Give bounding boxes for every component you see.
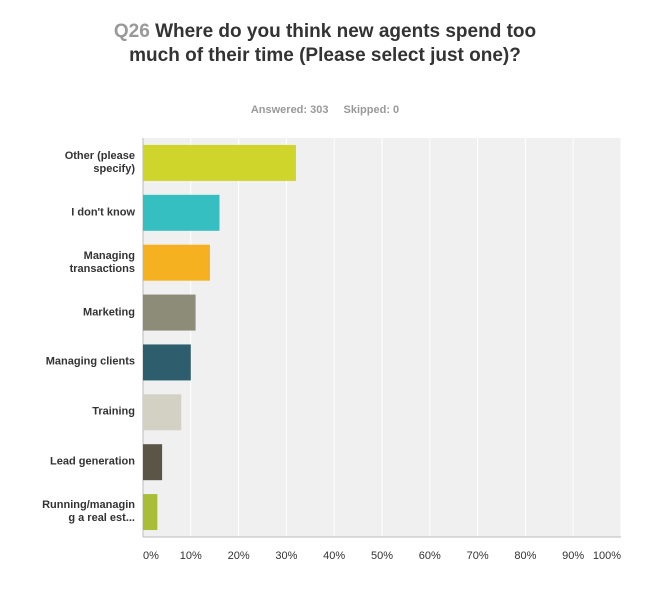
y-tick-label: Managing clients — [45, 355, 135, 368]
y-tick-label: Training — [92, 405, 135, 418]
y-tick-label: Running/managing a real est... — [42, 499, 135, 525]
bar — [143, 344, 191, 381]
answered: Answered: 303 — [250, 104, 329, 116]
bar — [143, 194, 220, 231]
response-stats: Answered: 303 Skipped: 0 — [0, 104, 650, 116]
bar — [143, 444, 163, 481]
y-tick-label: Lead generation — [50, 455, 135, 468]
bar — [143, 294, 196, 331]
y-tick-label: I don't know — [71, 206, 135, 219]
x-tick-label: 0% — [143, 550, 159, 562]
y-tick-label: Other (please specify) — [64, 149, 135, 175]
bar — [143, 394, 182, 431]
question-number: Q26 — [113, 21, 150, 42]
x-tick-label: 30% — [275, 550, 297, 562]
x-tick-label: 20% — [228, 550, 250, 562]
bar — [143, 144, 296, 181]
x-tick-label: 10% — [180, 550, 202, 562]
skipped: Skipped: 0 — [343, 104, 400, 116]
chart-title: Where do you think new agents spend too … — [129, 21, 537, 66]
bar — [143, 494, 158, 531]
x-tick-label: 50% — [371, 550, 393, 562]
x-tick-label: 40% — [323, 550, 345, 562]
x-tick-label: 60% — [419, 550, 441, 562]
x-tick-label: 90% — [562, 550, 584, 562]
y-tick-label: Marketing — [83, 306, 135, 319]
x-tick-label: 70% — [467, 550, 489, 562]
chart-title-block: Q26 Where do you think new agents spend … — [110, 20, 540, 68]
y-tick-label: Managing transactions — [69, 249, 135, 275]
x-tick-label: 80% — [514, 550, 536, 562]
bar — [143, 244, 210, 281]
x-tick-label: 100% — [593, 550, 621, 562]
